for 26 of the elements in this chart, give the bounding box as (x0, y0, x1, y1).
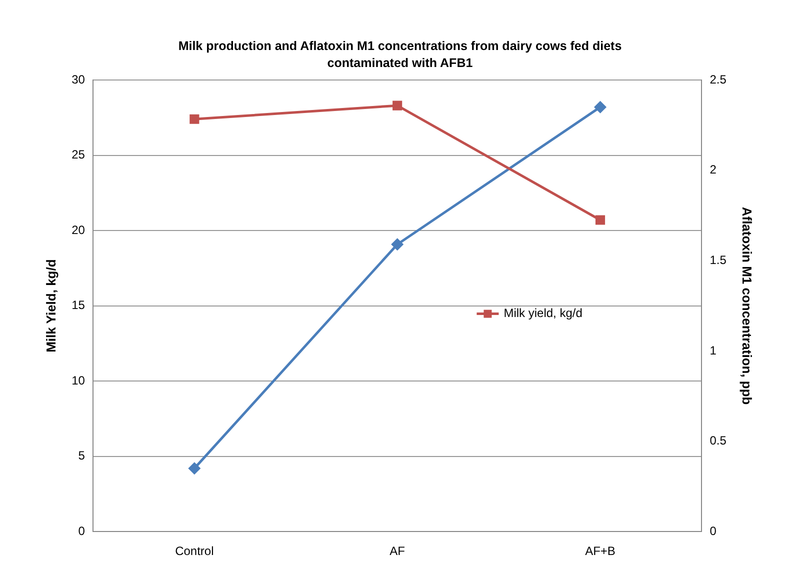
y-tick-label: 10 (72, 373, 86, 388)
point (392, 238, 404, 250)
point (595, 215, 606, 225)
chart-title: Milk production and Aflatoxin M1 concentrations from dairy cows fed diets contaminated with AFB1 (177, 38, 623, 72)
point (188, 462, 200, 474)
y-tick-label: 20 (72, 222, 86, 237)
point (392, 100, 402, 110)
y-tick-label: 15 (72, 298, 86, 312)
x-tick-label: Control (175, 544, 214, 558)
x-tick-label: AF+B (585, 544, 616, 558)
point (594, 101, 606, 113)
y-tick-label: 5 (78, 448, 86, 463)
y2-tick-label: 1 (710, 343, 717, 358)
y-tick-label: 0 (78, 524, 86, 538)
y2-tick-label: 2 (710, 162, 717, 177)
x-tick-label: AF (390, 544, 406, 558)
point (190, 114, 200, 124)
legend-label: Milk yield, kg/d (504, 306, 582, 320)
y2-tick-label: 2.5 (710, 72, 727, 86)
y2-tick-label: 0.5 (710, 434, 727, 448)
y2-axis-title: Aflatoxin M1 concentration, ppb (740, 206, 755, 405)
y-axis-title: Milk Yield, kg/d (43, 259, 58, 352)
y2-tick-label: 1.5 (710, 252, 727, 267)
y-tick-label: 25 (72, 148, 86, 162)
y-tick-label: 30 (72, 72, 86, 86)
y2-tick-label: 0 (710, 524, 717, 538)
